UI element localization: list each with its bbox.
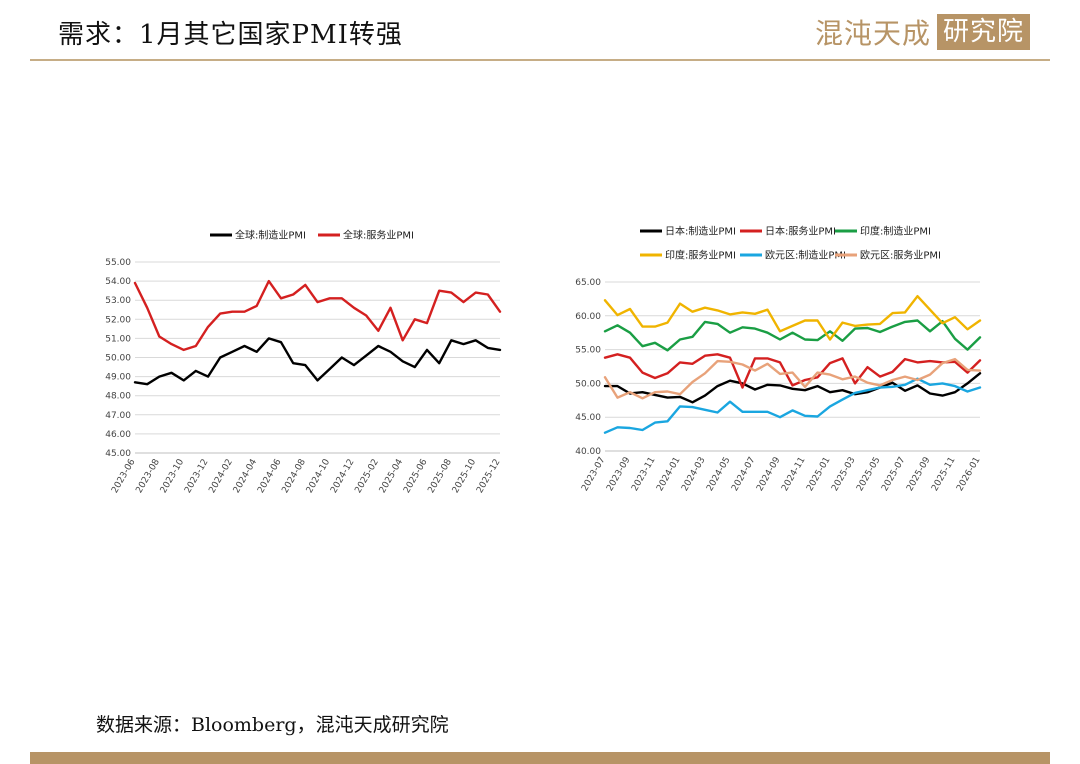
y-tick-label: 54.00 [105, 277, 131, 287]
y-tick-label: 65.00 [575, 278, 601, 288]
header-divider [30, 59, 1050, 61]
x-tick-label: 2024-04 [232, 457, 260, 495]
x-tick-label: 2025-03 [830, 456, 857, 494]
x-tick-label: 2023-09 [605, 455, 633, 493]
x-tick-label: 2024-03 [680, 456, 707, 494]
global-pmi-chart: 55.00 54.00 53.00 52.00 51.00 50.00 49.00 48.00… [90, 215, 530, 515]
x-tick-label: 2024-07 [730, 456, 757, 494]
series-line-5 [605, 359, 980, 398]
legend-label-3: 印度:服务业PMI [665, 249, 736, 262]
y-tick-label: 40.00 [575, 447, 601, 457]
y-tick-label: 50.00 [575, 379, 601, 389]
y-tick-label: 47.00 [105, 411, 131, 421]
x-tick-label: 2025-09 [905, 455, 933, 493]
x-tick-label: 2024-12 [329, 458, 356, 496]
x-tick-label: 2024-06 [256, 457, 284, 495]
x-tick-label: 2023-10 [159, 457, 187, 495]
legend-label-0: 全球:制造业PMI [235, 229, 306, 242]
x-tick-label: 2025-11 [930, 456, 957, 494]
x-tick-label: 2024-01 [655, 456, 682, 494]
y-tick-label: 52.00 [105, 315, 131, 325]
y-tick-label: 55.00 [575, 346, 601, 356]
legend-label-1: 日本:服务业PMI [765, 225, 836, 238]
company-logo: 混沌天成 研究院 [815, 12, 1030, 52]
x-tick-label: 2024-09 [755, 455, 783, 493]
legend-label-5: 欧元区:服务业PMI [860, 249, 941, 262]
x-tick-label: 2025-12 [475, 458, 502, 496]
x-tick-label: 2025-07 [880, 456, 907, 494]
logo-text: 混沌天成 [815, 12, 931, 52]
legend-label-2: 印度:制造业PMI [860, 225, 931, 238]
x-tick-label: 2023-07 [580, 456, 607, 494]
x-tick-label: 2024-08 [280, 457, 308, 495]
series-line-1 [135, 281, 500, 350]
y-tick-label: 48.00 [105, 392, 131, 402]
footer-bar [30, 752, 1050, 764]
x-tick-label: 2023-11 [630, 456, 657, 494]
legend-label-4: 欧元区:制造业PMI [765, 249, 846, 262]
y-tick-label: 46.00 [105, 430, 131, 440]
x-tick-label: 2025-10 [451, 457, 479, 495]
y-tick-label: 53.00 [105, 296, 131, 306]
x-tick-label: 2025-06 [402, 457, 430, 495]
x-tick-label: 2024-05 [705, 456, 732, 494]
series-line-0 [135, 338, 500, 384]
y-tick-label: 45.00 [105, 449, 131, 459]
y-tick-label: 49.00 [105, 373, 131, 383]
x-tick-label: 2025-08 [426, 457, 454, 495]
series-line-4 [605, 379, 980, 433]
country-pmi-chart: 65.0060.0055.0050.0045.0040.002023-07202… [560, 215, 1000, 515]
y-tick-label: 60.00 [575, 312, 601, 322]
x-tick-label: 2023-12 [183, 458, 210, 496]
page-title: 需求：1月其它国家PMI转强 [58, 14, 403, 51]
x-tick-label: 2023-06 [110, 457, 138, 495]
legend-label-1: 全球:服务业PMI [343, 229, 414, 242]
y-tick-label: 55.00 [105, 258, 131, 268]
logo-box: 研究院 [937, 14, 1030, 50]
y-tick-label: 45.00 [575, 413, 601, 423]
y-tick-label: 51.00 [105, 334, 131, 344]
x-tick-label: 2025-04 [378, 457, 406, 495]
source-note: 数据来源：Bloomberg，混沌天成研究院 [96, 710, 449, 737]
x-tick-label: 2024-10 [305, 457, 333, 495]
y-tick-label: 50.00 [105, 354, 131, 364]
x-tick-label: 2024-11 [780, 456, 807, 494]
legend-label-0: 日本:制造业PMI [665, 225, 736, 238]
x-tick-label: 2023-08 [134, 457, 162, 495]
x-tick-label: 2025-02 [353, 458, 380, 496]
x-tick-label: 2026-01 [955, 456, 982, 494]
x-tick-label: 2025-05 [855, 456, 882, 494]
x-tick-label: 2024-02 [207, 458, 234, 496]
x-tick-label: 2025-01 [805, 456, 832, 494]
